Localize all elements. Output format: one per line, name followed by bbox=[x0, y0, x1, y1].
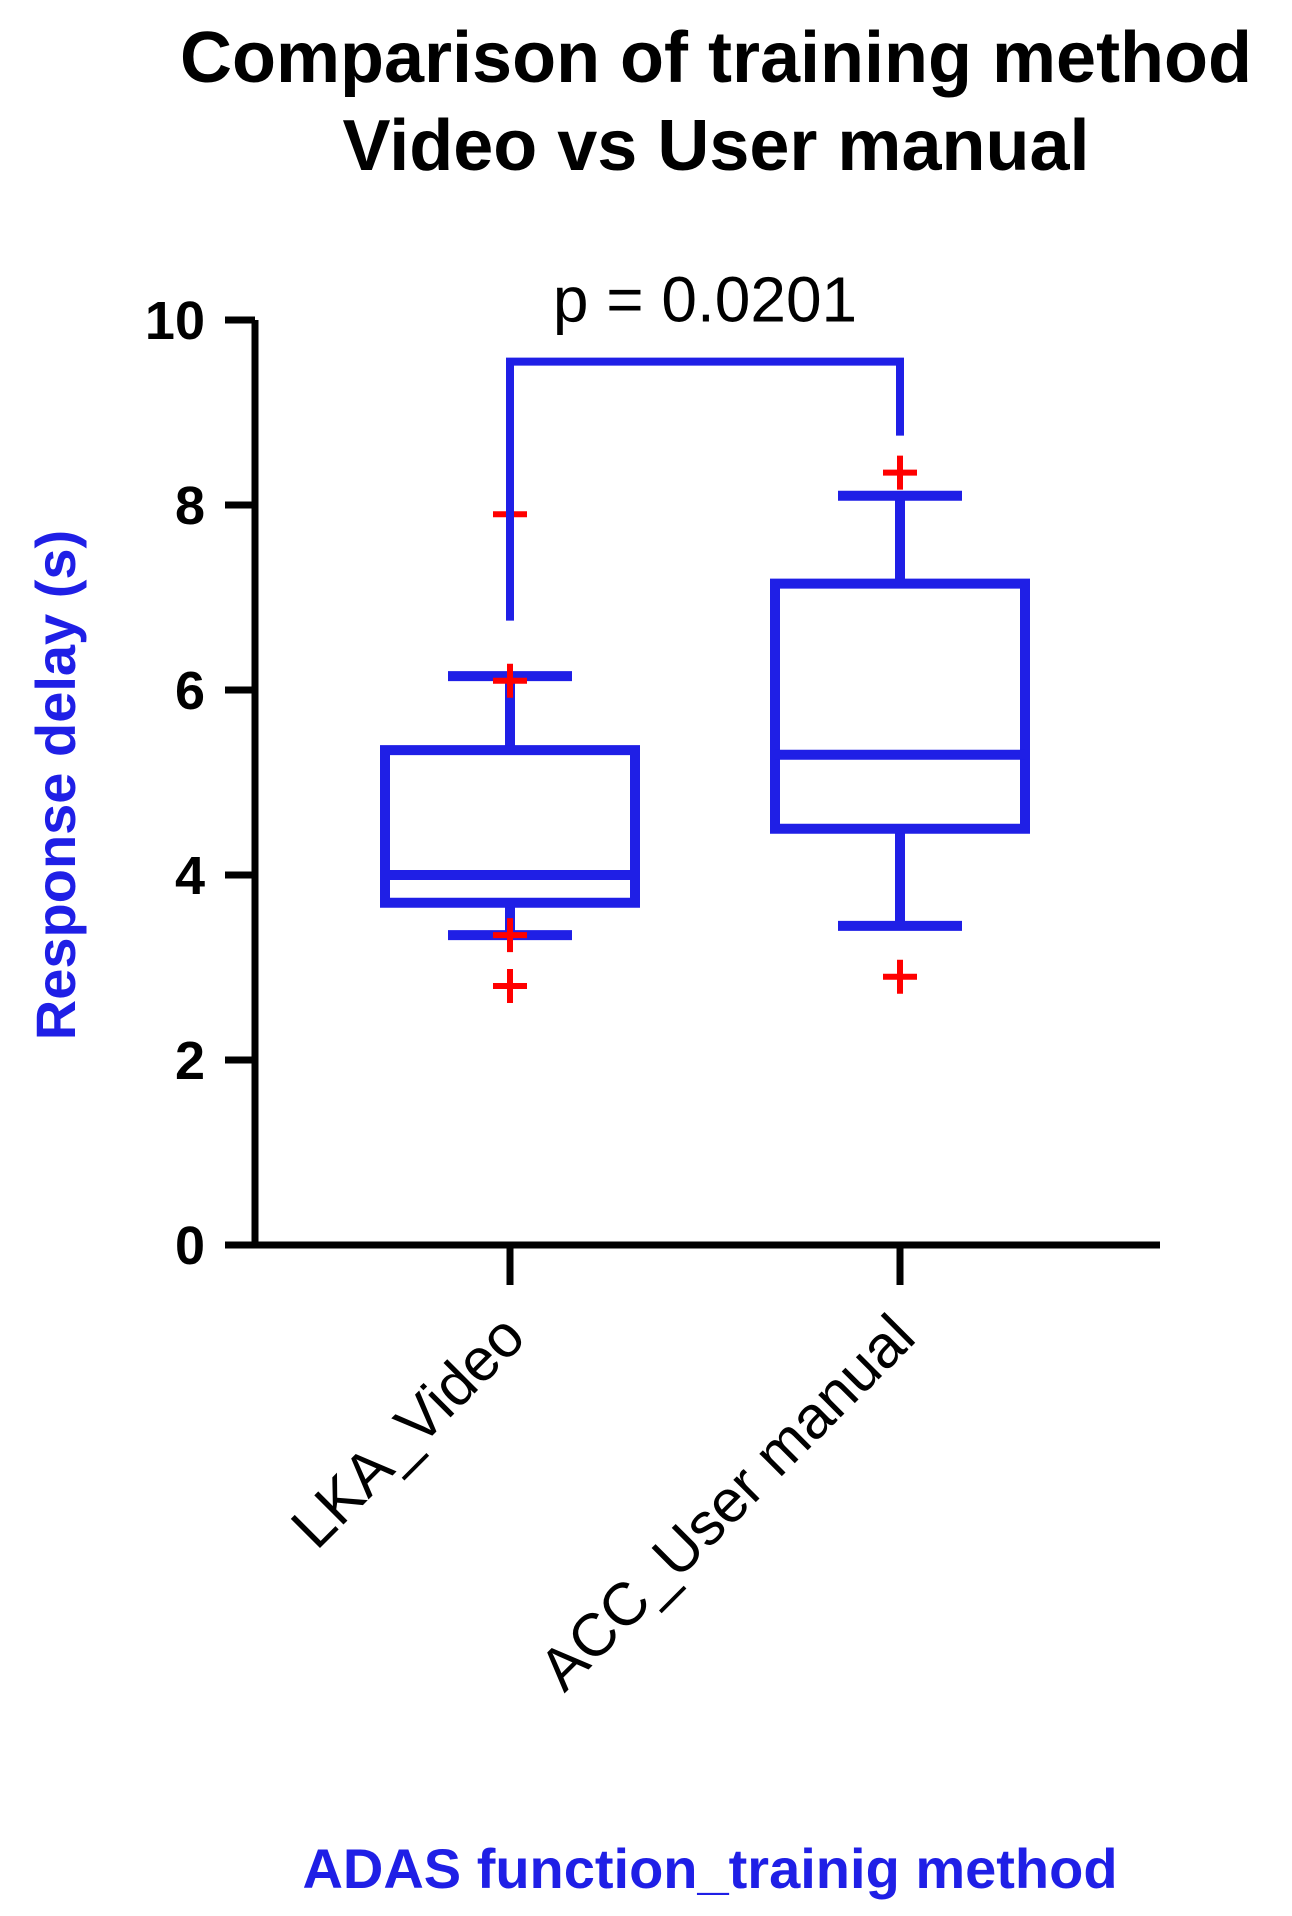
y-tick-label: 6 bbox=[175, 661, 205, 721]
y-ticks: 0 2 4 6 8 10 bbox=[145, 291, 255, 1276]
box-plot-group bbox=[770, 455, 1030, 994]
chart-title-line-2: Video vs User manual bbox=[343, 106, 1090, 186]
y-tick-label: 2 bbox=[175, 1031, 205, 1091]
box-plot-group bbox=[380, 497, 640, 1003]
significance-bracket: p = 0.0201 bbox=[506, 264, 904, 621]
significance-bracket-line bbox=[506, 357, 904, 621]
y-tick-label: 0 bbox=[175, 1216, 205, 1276]
box bbox=[770, 578, 1030, 834]
y-tick-label: 4 bbox=[175, 846, 205, 906]
y-tick-label: 10 bbox=[145, 291, 205, 351]
x-axis-title: ADAS function_trainig method bbox=[302, 1837, 1117, 1900]
axes bbox=[251, 320, 1160, 1249]
y-tick-label: 8 bbox=[175, 476, 205, 536]
y-axis-title: Response delay (s) bbox=[24, 530, 87, 1040]
box-plots bbox=[380, 455, 1030, 1003]
x-tick-label: ACC_User manual bbox=[526, 1302, 927, 1703]
x-tick-label: LKA_Video bbox=[278, 1302, 537, 1561]
p-value-label: p = 0.0201 bbox=[553, 264, 857, 336]
chart-title-line-1: Comparison of training method bbox=[180, 18, 1252, 98]
